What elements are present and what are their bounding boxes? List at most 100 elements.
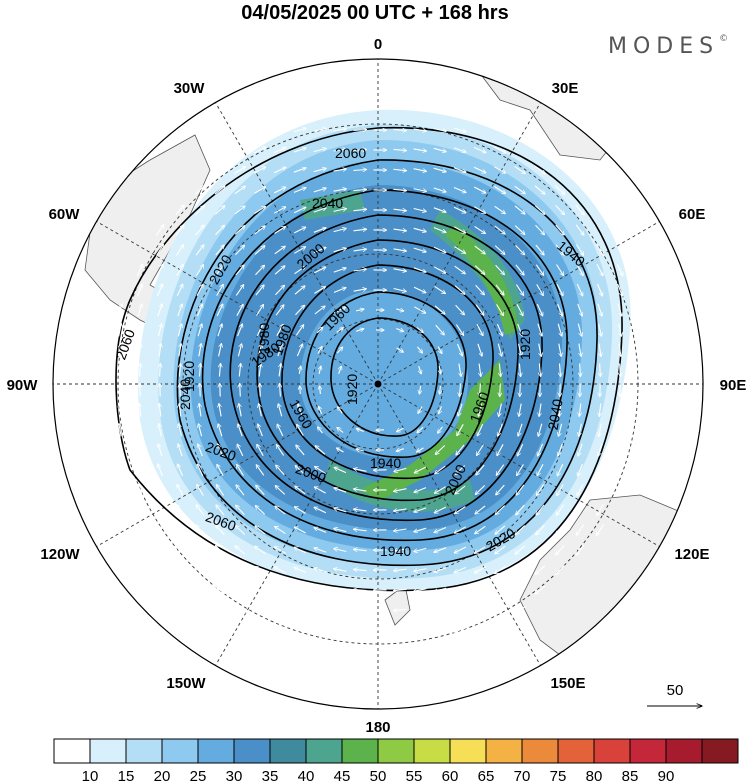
wind-vector [480, 383, 481, 397]
lon-label-60e: 60E [679, 206, 706, 223]
contour-line [305, 291, 467, 458]
wind-vector [333, 268, 346, 273]
wind-vector [198, 424, 203, 437]
wind-vector [320, 386, 321, 395]
wind-vector [159, 404, 161, 417]
wind-vector [295, 466, 306, 475]
wind-vector [394, 569, 407, 571]
wind-vector [414, 306, 425, 313]
wind-vector [535, 244, 544, 255]
wind-vector [455, 324, 463, 336]
wind-vector [180, 364, 181, 377]
wind-vector [619, 423, 622, 437]
wind-vector [576, 283, 582, 296]
wind-vector [319, 366, 321, 375]
wind-vector [580, 363, 581, 377]
meridian-line [377, 102, 541, 385]
wind-vector [236, 304, 243, 316]
wind-vector [434, 506, 447, 513]
wind-vector [598, 463, 603, 476]
wind-vector [556, 504, 565, 516]
wind-vector [414, 466, 427, 473]
meridian-line [215, 102, 379, 385]
wind-vector [333, 248, 347, 253]
colorbar-label: 70 [514, 768, 531, 782]
wind-vector [353, 189, 367, 190]
wind-vector [558, 423, 563, 437]
wind-vector [177, 464, 184, 477]
wind-vector [200, 364, 201, 377]
wind-vector [538, 443, 544, 456]
wind-vector [414, 527, 427, 532]
wind-vector [295, 486, 306, 495]
wind-vector [577, 323, 581, 337]
wind-vector [295, 325, 303, 336]
wind-vector [417, 426, 424, 432]
wind-vector [254, 187, 265, 194]
wind-vector [138, 324, 142, 337]
wind-vector [554, 185, 564, 195]
wind-vector [475, 546, 486, 554]
contour-label: 1920 [181, 361, 197, 392]
wind-vector [254, 246, 265, 255]
wind-vector [258, 424, 263, 437]
wind-vector [517, 323, 523, 336]
wind-vector [275, 486, 286, 495]
wind-vector [596, 244, 604, 255]
colorbar-label: 80 [586, 768, 603, 782]
wind-vector [235, 546, 246, 555]
colorbar-labels: 10 15 20 25 30 35 40 45 50 55 60 65 70 75 80 85 90 [82, 768, 675, 782]
wind-vector [618, 443, 623, 457]
wind-vectors [118, 128, 641, 633]
wind-vector [313, 148, 327, 153]
wind-vector [314, 287, 326, 294]
wind-vector [315, 446, 326, 455]
wind-vector [494, 205, 506, 213]
wind-vector [434, 486, 446, 494]
wind-vector [453, 147, 466, 152]
wind-vector [495, 284, 504, 295]
wind-vector [234, 226, 245, 235]
wind-vector [137, 484, 144, 497]
wind-vector [459, 363, 461, 377]
wind-vector [120, 364, 121, 377]
wind-vector [273, 187, 286, 194]
wind-vector [536, 303, 542, 316]
wind-vector [639, 343, 641, 357]
wind-vector [556, 264, 564, 276]
wind-vector [454, 526, 466, 533]
wind-vector [195, 225, 205, 236]
wind-vector [556, 544, 565, 555]
wind-vector [137, 504, 144, 516]
wind-vector [354, 469, 367, 472]
wind-vector [394, 529, 407, 531]
wind-vector [597, 483, 604, 496]
wind-vector [333, 149, 347, 151]
wind-vector [434, 587, 447, 592]
wind-vector [433, 147, 447, 151]
wind-vector [176, 545, 185, 556]
colorbar-label: 45 [334, 768, 351, 782]
wind-vector [536, 484, 545, 496]
wind-vector [514, 165, 526, 173]
wind-vector [336, 347, 342, 354]
colorbar-label: 25 [190, 768, 207, 782]
wind-vector [558, 443, 563, 456]
wind-vector [477, 444, 484, 456]
wind-vector [538, 423, 543, 437]
wind-vector [495, 505, 506, 515]
wind-vector [235, 265, 244, 276]
wind-vector [474, 265, 485, 275]
wind-vector [199, 404, 201, 417]
wind-vector [313, 228, 326, 233]
wind-vector [557, 323, 562, 336]
contour-label: 1980 [256, 323, 272, 354]
wind-vector [119, 424, 121, 437]
wind-vector [255, 567, 266, 574]
wind-vector [214, 206, 225, 215]
wind-vector [237, 344, 241, 357]
wind-vector [217, 324, 222, 337]
contour-line [176, 159, 598, 567]
wind-vector [157, 484, 164, 497]
wind-vector [333, 169, 347, 171]
